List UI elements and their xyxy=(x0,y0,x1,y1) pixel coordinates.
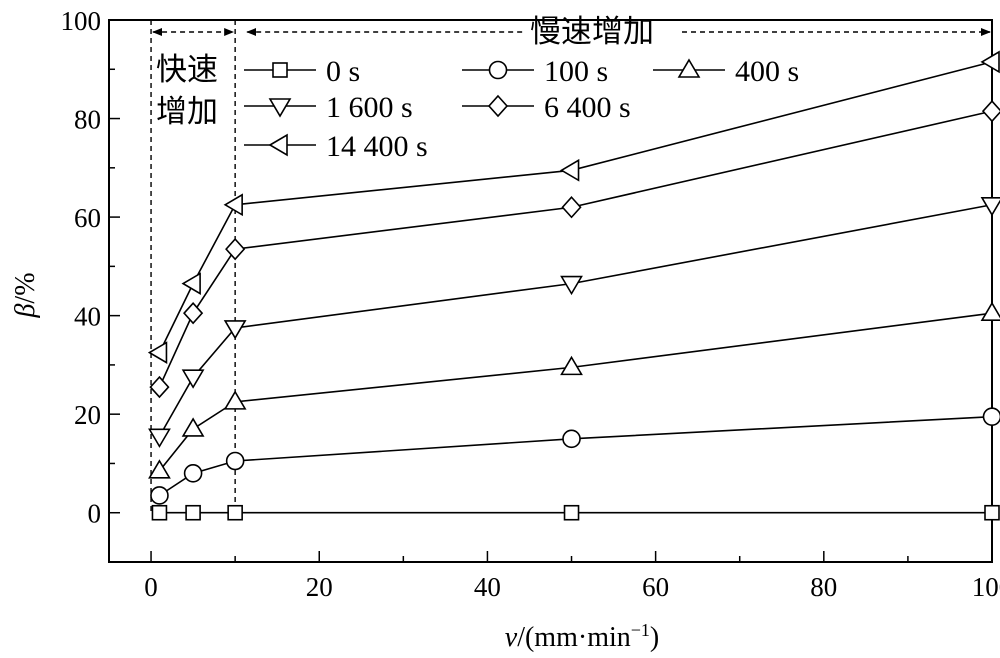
y-axis: 0 20 40 60 80 100 xyxy=(61,6,120,529)
series-2 xyxy=(150,407,1000,505)
legend-item: 100 s xyxy=(462,55,608,88)
y-tick-label: 80 xyxy=(74,105,101,135)
data-point xyxy=(223,320,247,340)
series-6 xyxy=(147,50,1000,364)
legend-item: 6 400 s xyxy=(462,91,631,124)
legend-marker xyxy=(268,133,288,157)
data-point xyxy=(225,451,245,471)
fast-increase-label-line2: 增加 xyxy=(156,94,218,129)
legend-item: 1 600 s xyxy=(244,91,413,124)
region-annotations: 快速 增加 慢速增加 xyxy=(150,14,993,512)
series-line xyxy=(159,415,993,497)
data-point xyxy=(183,464,203,483)
y-tick-label: 100 xyxy=(61,6,102,36)
y-axis-title: β/% xyxy=(10,272,41,318)
legend-item: 14 400 s xyxy=(244,130,428,163)
x-axis: 0 20 40 60 80 100 xyxy=(144,551,1000,602)
y-tick-label: 60 xyxy=(74,203,101,233)
data-point xyxy=(151,504,168,521)
series-4 xyxy=(148,196,1000,448)
data-point xyxy=(561,196,582,219)
data-point xyxy=(980,301,1000,321)
data-point xyxy=(559,158,580,182)
data-point xyxy=(560,275,583,296)
x-axis-unit: /(mm·min xyxy=(517,622,631,653)
data-point xyxy=(560,355,583,376)
legend-label: 0 s xyxy=(326,55,360,88)
data-point xyxy=(185,504,201,521)
data-point xyxy=(181,272,201,296)
slow-increase-label: 慢速增加 xyxy=(530,14,654,49)
data-point xyxy=(147,341,168,364)
data-point xyxy=(181,369,205,389)
data-point xyxy=(980,50,1000,74)
x-axis-unit-exponent: −1 xyxy=(631,620,650,640)
data-point xyxy=(227,504,243,521)
data-point xyxy=(223,193,243,217)
data-point xyxy=(563,504,580,521)
series-5 xyxy=(149,99,1000,399)
legend-label: 14 400 s xyxy=(326,130,428,163)
x-axis-unit-close: ) xyxy=(650,622,659,653)
x-tick-label: 40 xyxy=(474,572,501,602)
data-series xyxy=(147,50,1000,521)
series-line xyxy=(158,203,993,437)
legend-marker xyxy=(677,58,701,78)
x-tick-label: 60 xyxy=(642,572,669,602)
x-tick-label: 80 xyxy=(810,572,837,602)
series-3 xyxy=(148,301,1000,479)
data-point xyxy=(982,407,1000,426)
data-point xyxy=(150,486,169,505)
data-point xyxy=(148,459,171,479)
legend-marker xyxy=(487,94,509,118)
legend: 0 s 100 s 400 s 1 600 s 6 400 s 14 400 s xyxy=(244,55,799,163)
data-point xyxy=(223,390,247,410)
data-point xyxy=(149,375,170,399)
legend-marker xyxy=(272,62,288,78)
data-point xyxy=(981,99,1000,123)
legend-item: 0 s xyxy=(244,55,360,88)
data-point xyxy=(984,504,1000,521)
legend-label: 6 400 s xyxy=(544,91,631,124)
x-tick-label: 100 xyxy=(972,572,1000,602)
data-point xyxy=(148,428,171,448)
data-point xyxy=(225,237,246,261)
x-axis-title: v/(mm·min−1) xyxy=(505,620,659,653)
x-tick-label: 20 xyxy=(306,572,333,602)
x-tick-label: 0 xyxy=(144,572,158,602)
legend-label: 400 s xyxy=(735,55,799,88)
y-tick-label: 20 xyxy=(74,400,101,430)
data-point xyxy=(181,417,205,437)
legend-label: 1 600 s xyxy=(326,91,413,124)
legend-item: 400 s xyxy=(653,55,799,88)
legend-marker xyxy=(488,60,508,80)
legend-label: 100 s xyxy=(544,55,608,88)
y-tick-label: 0 xyxy=(88,499,102,529)
y-axis-unit: /% xyxy=(10,272,41,303)
fast-increase-label-line1: 快速 xyxy=(156,52,218,87)
series-1 xyxy=(151,504,1000,521)
data-point xyxy=(562,429,581,449)
data-point xyxy=(980,196,1000,217)
y-tick-label: 40 xyxy=(74,302,101,332)
x-axis-variable: v xyxy=(505,622,518,653)
y-axis-variable: β xyxy=(10,304,41,319)
data-point xyxy=(183,301,204,325)
legend-marker xyxy=(268,98,292,118)
series-line xyxy=(158,312,993,472)
